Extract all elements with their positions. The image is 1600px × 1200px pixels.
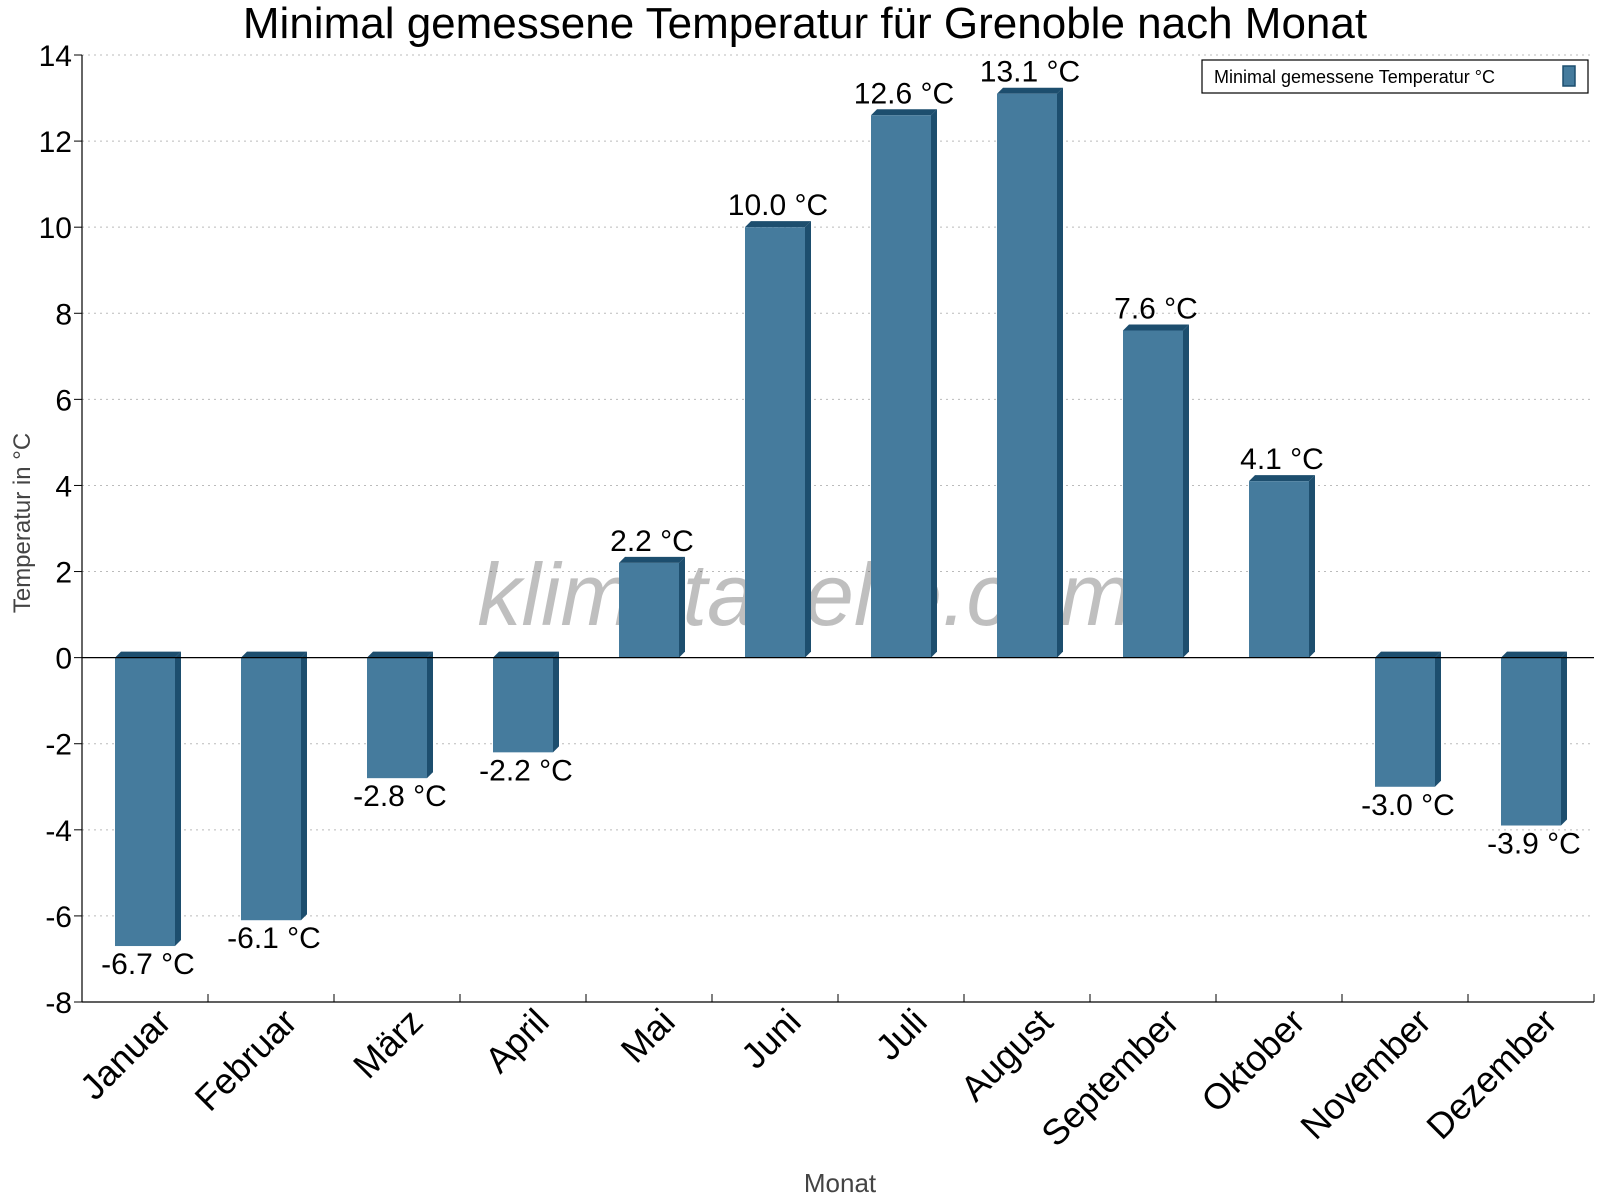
- y-axis-label: Temperatur in °C: [9, 433, 36, 613]
- bar-face: [1501, 657, 1561, 826]
- bar-side: [1561, 651, 1567, 826]
- bar-top: [241, 651, 307, 658]
- bar-face: [367, 657, 427, 779]
- bar-side: [175, 651, 181, 947]
- bar-top: [1249, 475, 1315, 482]
- x-tick-label: Juli: [867, 1001, 934, 1068]
- x-tick-label: Februar: [187, 1001, 305, 1119]
- bar-top: [997, 87, 1063, 94]
- bar-top: [871, 109, 937, 116]
- bar-top: [1501, 651, 1567, 658]
- bar-face: [1249, 481, 1309, 658]
- bar: [493, 651, 559, 753]
- y-tick-label: 2: [55, 557, 72, 590]
- bar-top: [619, 556, 685, 563]
- bar-side: [931, 109, 937, 658]
- y-tick-label: 12: [39, 126, 72, 159]
- bar: [115, 651, 181, 947]
- bar-side: [1309, 475, 1315, 658]
- x-tick-label: September: [1033, 1001, 1187, 1155]
- bar-top: [115, 651, 181, 658]
- x-tick-label: April: [477, 1001, 557, 1081]
- bar-top: [367, 651, 433, 658]
- y-tick-label: 14: [39, 40, 72, 73]
- bar-face: [493, 657, 553, 753]
- data-label: -6.1 °C: [227, 922, 321, 955]
- y-tick-label: -2: [45, 729, 72, 762]
- bar-side: [1183, 324, 1189, 658]
- bar-side: [1057, 87, 1063, 658]
- legend-swatch: [1562, 65, 1576, 87]
- y-tick-label: 10: [39, 212, 72, 245]
- data-label: -3.0 °C: [1361, 789, 1455, 822]
- bar-top: [1123, 324, 1189, 331]
- x-tick-label: November: [1292, 1001, 1438, 1147]
- x-tick-label: August: [952, 1001, 1060, 1109]
- data-label: 7.6 °C: [1114, 292, 1198, 325]
- bar: [1375, 651, 1441, 787]
- x-tick-label: Dezember: [1418, 1001, 1564, 1147]
- bar-face: [619, 562, 679, 658]
- x-tick-label: März: [345, 1001, 431, 1087]
- axes: [81, 55, 1594, 1003]
- bar: [871, 109, 937, 658]
- bar-side: [679, 556, 685, 658]
- bar: [1249, 475, 1315, 658]
- bar: [619, 556, 685, 658]
- data-label: 12.6 °C: [854, 77, 954, 110]
- bar: [241, 651, 307, 921]
- bar-face: [1123, 330, 1183, 658]
- bar-side: [553, 651, 559, 753]
- bar-face: [997, 93, 1057, 658]
- bar-face: [241, 657, 301, 921]
- x-ticks: Januar Februar März April Mai Juni Juli AugustS…: [72, 994, 1595, 1155]
- data-label: 4.1 °C: [1240, 443, 1324, 476]
- y-tick-label: 0: [55, 643, 72, 676]
- bars: [115, 87, 1567, 947]
- data-label: -6.7 °C: [101, 948, 195, 981]
- x-tick-label: Juni: [733, 1001, 809, 1077]
- bar-top: [493, 651, 559, 658]
- bar: [1501, 651, 1567, 826]
- bar: [997, 87, 1063, 658]
- bar-top: [745, 221, 811, 228]
- data-label: 10.0 °C: [728, 189, 828, 222]
- y-tick-label: 6: [55, 384, 72, 417]
- bar-side: [1435, 651, 1441, 787]
- data-labels: -6.7 °C -6.1 °C -2.8 °C -2.2 °C 2.2 °C 10.0 °…: [101, 56, 1581, 981]
- bar-face: [745, 227, 805, 658]
- y-ticks: -8 -6 -4 -2 0 2 4 6 8 10 12 14: [39, 40, 82, 1020]
- bar-side: [427, 651, 433, 779]
- data-label: -2.2 °C: [479, 754, 573, 787]
- data-label: -3.9 °C: [1487, 828, 1581, 861]
- bar: [1123, 324, 1189, 658]
- bar-face: [871, 115, 931, 658]
- bar-side: [301, 651, 307, 921]
- bar-top: [1375, 651, 1441, 658]
- data-label: 13.1 °C: [980, 56, 1080, 89]
- bar-side: [805, 221, 811, 658]
- x-axis-label: Monat: [804, 1168, 877, 1198]
- legend-box: [1201, 59, 1589, 94]
- y-tick-label: -8: [45, 987, 72, 1020]
- y-tick-label: 4: [55, 470, 72, 503]
- y-tick-label: 8: [55, 298, 72, 331]
- data-label: -2.8 °C: [353, 780, 447, 813]
- bar-face: [1375, 657, 1435, 787]
- y-tick-label: -4: [45, 815, 72, 848]
- x-tick-label: Oktober: [1193, 1001, 1313, 1121]
- x-tick-label: Mai: [613, 1001, 683, 1071]
- legend-label: Minimal gemessene Temperatur °C: [1214, 67, 1495, 87]
- bar-face: [115, 657, 175, 947]
- legend: Minimal gemessene Temperatur °C: [1201, 59, 1589, 94]
- chart-title: Minimal gemessene Temperatur für Grenobl…: [243, 0, 1367, 48]
- bar: [745, 221, 811, 658]
- y-tick-label: -6: [45, 901, 72, 934]
- bar: [367, 651, 433, 779]
- data-label: 2.2 °C: [610, 525, 694, 558]
- grid: [82, 54, 1594, 917]
- x-tick-label: Januar: [72, 1001, 179, 1108]
